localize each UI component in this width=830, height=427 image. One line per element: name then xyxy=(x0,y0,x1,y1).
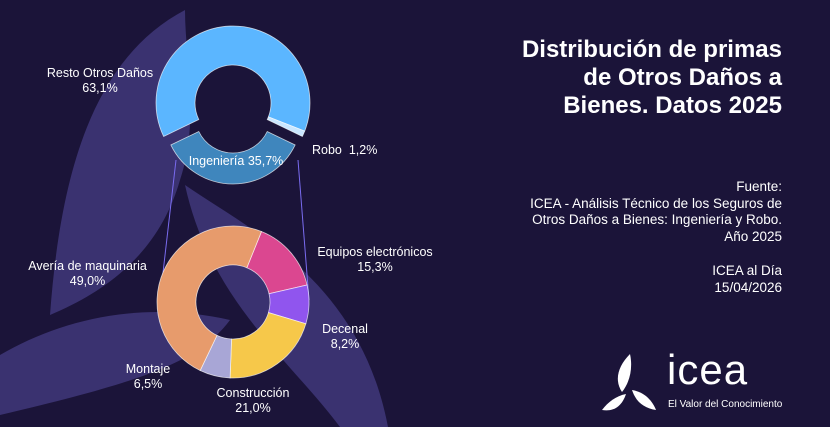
source-line: ICEA - Análisis Técnico de los Seguros d… xyxy=(530,195,782,211)
label-construccion: Construcción 21,0% xyxy=(203,386,303,416)
slice-label: Ingeniería xyxy=(188,154,245,168)
connector-lines xyxy=(160,159,310,301)
slice-ingenier-a xyxy=(170,130,296,185)
title-line: de Otros Daños a xyxy=(583,64,782,91)
title-line: Bienes. Datos 2025 xyxy=(563,92,782,119)
slice-label: Decenal xyxy=(322,322,368,336)
label-montaje: Montaje 6,5% xyxy=(113,362,183,392)
slice-value: 35,7% xyxy=(247,154,284,168)
slice-label: Resto Otros Daños xyxy=(46,66,154,80)
top-donut xyxy=(155,25,311,185)
label-robo: Robo 1,2% xyxy=(312,143,377,158)
source-line: Fuente: xyxy=(736,179,782,194)
label-ingenieria: Ingeniería 35,7% xyxy=(176,154,296,169)
logo-word: icea xyxy=(667,346,749,393)
slice-label: Equipos electrónicos xyxy=(317,245,433,259)
slice-aver-a-de-maquinaria xyxy=(156,225,262,372)
connector-line xyxy=(297,159,310,301)
label-decenal: Decenal 8,2% xyxy=(310,322,380,352)
slice-label: Robo xyxy=(312,143,342,157)
slice-value: 21,0% xyxy=(235,401,271,415)
publication-date: ICEA al Día 15/04/2026 xyxy=(712,263,782,296)
title-line: Distribución de primas xyxy=(521,36,782,63)
page-title: Distribución de primas de Otros Daños a … xyxy=(522,36,782,120)
slice-value: 15,3% xyxy=(357,260,393,274)
label-equipos: Equipos electrónicos 15,3% xyxy=(300,245,450,275)
slice-value: 8,2% xyxy=(330,337,360,351)
slice-value: 1,2% xyxy=(348,143,378,157)
label-resto: Resto Otros Daños 63,1% xyxy=(30,66,170,96)
slice-value: 63,1% xyxy=(82,81,118,95)
source-line: Otros Daños a Bienes: Ingeniería y Robo. xyxy=(532,212,782,227)
leaf-shape xyxy=(50,10,191,315)
label-averia: Avería de maquinaria 49,0% xyxy=(20,259,155,289)
slice-resto-otros-da-os xyxy=(155,25,311,137)
source-line: Año 2025 xyxy=(724,228,782,244)
logo-leaves-icon xyxy=(602,354,656,411)
slice-value: 49,0% xyxy=(69,274,106,288)
slice-label: Montaje xyxy=(125,362,171,376)
bottom-donut xyxy=(156,225,310,379)
icea-logo: icea El Valor del Conocimiento xyxy=(600,346,800,417)
slice-label: Construcción xyxy=(216,386,290,400)
connector-line xyxy=(160,159,177,291)
slice-robo xyxy=(266,116,306,137)
slice-label: Avería de maquinaria xyxy=(28,259,147,273)
slice-value: 6,5% xyxy=(133,377,163,391)
logo-tagline: El Valor del Conocimiento xyxy=(668,399,783,410)
source-note: Fuente: ICEA - Análisis Técnico de los S… xyxy=(530,179,782,245)
date-line: ICEA al Día xyxy=(712,263,782,278)
date-line: 15/04/2026 xyxy=(714,279,782,295)
